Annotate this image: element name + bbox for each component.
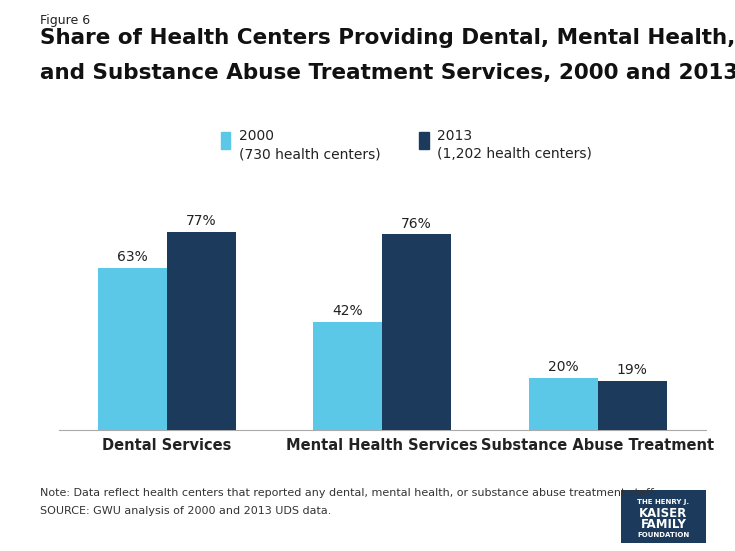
Text: 63%: 63% [117, 250, 148, 264]
Text: SOURCE: GWU analysis of 2000 and 2013 UDS data.: SOURCE: GWU analysis of 2000 and 2013 UD… [40, 506, 331, 516]
Text: THE HENRY J.: THE HENRY J. [637, 499, 689, 505]
Text: Figure 6: Figure 6 [40, 14, 90, 27]
Bar [167, 232, 236, 430]
Text: 19%: 19% [617, 363, 648, 377]
Bar [98, 268, 167, 430]
Bar [313, 322, 382, 430]
Bar [598, 381, 667, 430]
Text: FAMILY: FAMILY [640, 518, 686, 531]
Text: Note: Data reflect health centers that reported any dental, mental health, or su: Note: Data reflect health centers that r… [40, 488, 657, 498]
Bar [528, 379, 598, 430]
Text: 20%: 20% [548, 360, 578, 375]
Text: 76%: 76% [401, 217, 432, 230]
Text: 77%: 77% [186, 214, 216, 228]
Text: 2000: 2000 [239, 129, 274, 143]
Text: KAISER: KAISER [639, 507, 687, 520]
Text: 2013: 2013 [437, 129, 473, 143]
Text: 42%: 42% [332, 304, 363, 318]
Text: FOUNDATION: FOUNDATION [637, 532, 689, 538]
Text: (730 health centers): (730 health centers) [239, 147, 381, 161]
Text: and Substance Abuse Treatment Services, 2000 and 2013: and Substance Abuse Treatment Services, … [40, 63, 735, 83]
Text: (1,202 health centers): (1,202 health centers) [437, 147, 592, 161]
Bar [382, 234, 451, 430]
Text: Share of Health Centers Providing Dental, Mental Health,: Share of Health Centers Providing Dental… [40, 28, 735, 47]
